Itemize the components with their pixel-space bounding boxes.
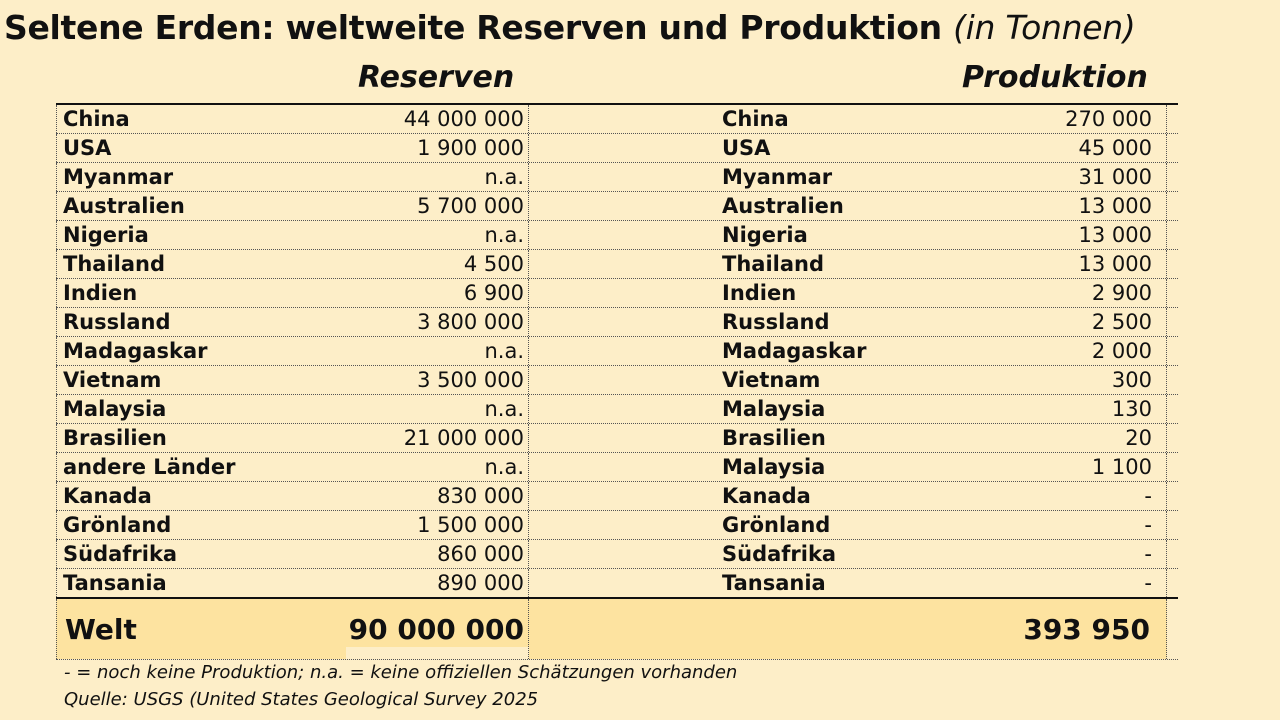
reserves-country-cell: China: [56, 105, 346, 133]
table-row: Südafrika 860 000 Südafrika -: [56, 540, 1178, 569]
reserves-country-cell: Nigeria: [56, 221, 346, 249]
total-row: Welt > 90 000 000 393 950: [56, 599, 1178, 660]
reserves-value-cell: n.a.: [346, 395, 529, 423]
production-country-cell: Nigeria: [722, 223, 808, 247]
table-row: Myanmar n.a. Myanmar 31 000: [56, 163, 1178, 192]
title-text: Seltene Erden: weltweite Reserven und Pr…: [4, 8, 942, 47]
table-row: Grönland 1 500 000 Grönland -: [56, 511, 1178, 540]
production-value-cell: 270 000: [984, 105, 1167, 133]
reserves-country-cell: Kanada: [56, 482, 346, 510]
legend-note: - = noch keine Produktion; n.a. = keine …: [64, 662, 738, 683]
table-row: Russland 3 800 000 Russland 2 500: [56, 308, 1178, 337]
reserves-country-cell: Australien: [56, 192, 346, 220]
table-row: Indien 6 900 Indien 2 900: [56, 279, 1178, 308]
production-country-cell: Australien: [722, 194, 844, 218]
production-value-cell: -: [984, 540, 1167, 568]
total-reserves: > 90 000 000: [346, 599, 529, 659]
reserves-country-cell: Vietnam: [56, 366, 346, 394]
table-row: Madagaskar n.a. Madagaskar 2 000: [56, 337, 1178, 366]
production-value-cell: 13 000: [984, 221, 1167, 249]
total-label: Welt: [56, 599, 346, 659]
production-country-cell: Malaysia: [722, 455, 826, 479]
reserves-value-cell: n.a.: [346, 221, 529, 249]
production-value-cell: 2 900: [984, 279, 1167, 307]
production-value-cell: -: [984, 511, 1167, 539]
data-table: China 44 000 000 China 270 000 USA 1 900 000 U…: [56, 103, 1178, 660]
reserves-value-cell: 4 500: [346, 250, 529, 278]
reserves-value-cell: 1 500 000: [346, 511, 529, 539]
reserves-value-cell: 830 000: [346, 482, 529, 510]
reserves-country-cell: Russland: [56, 308, 346, 336]
production-value-cell: 2 500: [984, 308, 1167, 336]
total-production: 393 950: [984, 599, 1167, 659]
reserves-country-cell: Madagaskar: [56, 337, 346, 365]
reserves-country-cell: Tansania: [56, 569, 346, 597]
reserves-value-cell: 860 000: [346, 540, 529, 568]
production-country-cell: Tansania: [722, 571, 826, 595]
production-country-cell: Grönland: [722, 513, 831, 537]
table-row: Australien 5 700 000 Australien 13 000: [56, 192, 1178, 221]
production-value-cell: 20: [984, 424, 1167, 452]
production-country-cell: USA: [722, 136, 771, 160]
reserves-value-cell: 890 000: [346, 569, 529, 597]
reserves-country-cell: andere Länder: [56, 453, 346, 481]
reserves-value-cell: 1 900 000: [346, 134, 529, 162]
table-body: China 44 000 000 China 270 000 USA 1 900 000 U…: [56, 105, 1178, 599]
reserves-country-cell: Malaysia: [56, 395, 346, 423]
reserves-country-cell: Myanmar: [56, 163, 346, 191]
table-row: Malaysia n.a. Malaysia 130: [56, 395, 1178, 424]
total-spacer: [529, 599, 984, 659]
table-row: Thailand 4 500 Thailand 13 000: [56, 250, 1178, 279]
table-row: Brasilien 21 000 000 Brasilien 20: [56, 424, 1178, 453]
table-row: USA 1 900 000 USA 45 000: [56, 134, 1178, 163]
table-row: Vietnam 3 500 000 Vietnam 300: [56, 366, 1178, 395]
production-value-cell: -: [984, 482, 1167, 510]
page-title: Seltene Erden: weltweite Reserven und Pr…: [4, 8, 1136, 47]
production-country-cell: Thailand: [722, 252, 824, 276]
reserves-value-cell: 21 000 000: [346, 424, 529, 452]
production-value-cell: 1 100: [984, 453, 1167, 481]
reserves-country-cell: Indien: [56, 279, 346, 307]
table-row: Tansania 890 000 Tansania -: [56, 569, 1178, 599]
production-value-cell: 31 000: [984, 163, 1167, 191]
production-value-cell: 13 000: [984, 192, 1167, 220]
reserves-value-cell: 6 900: [346, 279, 529, 307]
production-country-cell: Madagaskar: [722, 339, 867, 363]
production-value-cell: 130: [984, 395, 1167, 423]
title-unit: (in Tonnen): [953, 8, 1136, 47]
table-row: Nigeria n.a. Nigeria 13 000: [56, 221, 1178, 250]
production-country-cell: Südafrika: [722, 542, 837, 566]
production-country-cell: Vietnam: [722, 368, 821, 392]
reserves-value-cell: 44 000 000: [346, 105, 529, 133]
production-country-cell: Russland: [722, 310, 830, 334]
reserves-country-cell: Südafrika: [56, 540, 346, 568]
production-value-cell: 2 000: [984, 337, 1167, 365]
production-country-cell: Brasilien: [722, 426, 826, 450]
production-value-cell: -: [984, 569, 1167, 597]
reserves-value-cell: n.a.: [346, 453, 529, 481]
production-value-cell: 300: [984, 366, 1167, 394]
table-row: China 44 000 000 China 270 000: [56, 105, 1178, 134]
reserves-country-cell: Brasilien: [56, 424, 346, 452]
production-country-cell: China: [722, 107, 789, 131]
production-country-cell: Kanada: [722, 484, 811, 508]
production-country-cell: Malaysia: [722, 397, 826, 421]
reserves-column-header: Reserven: [358, 60, 515, 95]
table-row: Kanada 830 000 Kanada -: [56, 482, 1178, 511]
reserves-value-cell: 5 700 000: [346, 192, 529, 220]
reserves-value-cell: 3 800 000: [346, 308, 529, 336]
reserves-country-cell: Thailand: [56, 250, 346, 278]
production-value-cell: 45 000: [984, 134, 1167, 162]
reserves-value-cell: n.a.: [346, 163, 529, 191]
production-column-header: Produktion: [962, 60, 1148, 95]
production-country-cell: Myanmar: [722, 165, 833, 189]
reserves-value-cell: 3 500 000: [346, 366, 529, 394]
table-row: andere Länder n.a. Malaysia 1 100: [56, 453, 1178, 482]
reserves-country-cell: USA: [56, 134, 346, 162]
production-country-cell: Indien: [722, 281, 797, 305]
reserves-country-cell: Grönland: [56, 511, 346, 539]
reserves-value-cell: n.a.: [346, 337, 529, 365]
source-note: Quelle: USGS (United States Geological S…: [64, 689, 539, 710]
production-value-cell: 13 000: [984, 250, 1167, 278]
